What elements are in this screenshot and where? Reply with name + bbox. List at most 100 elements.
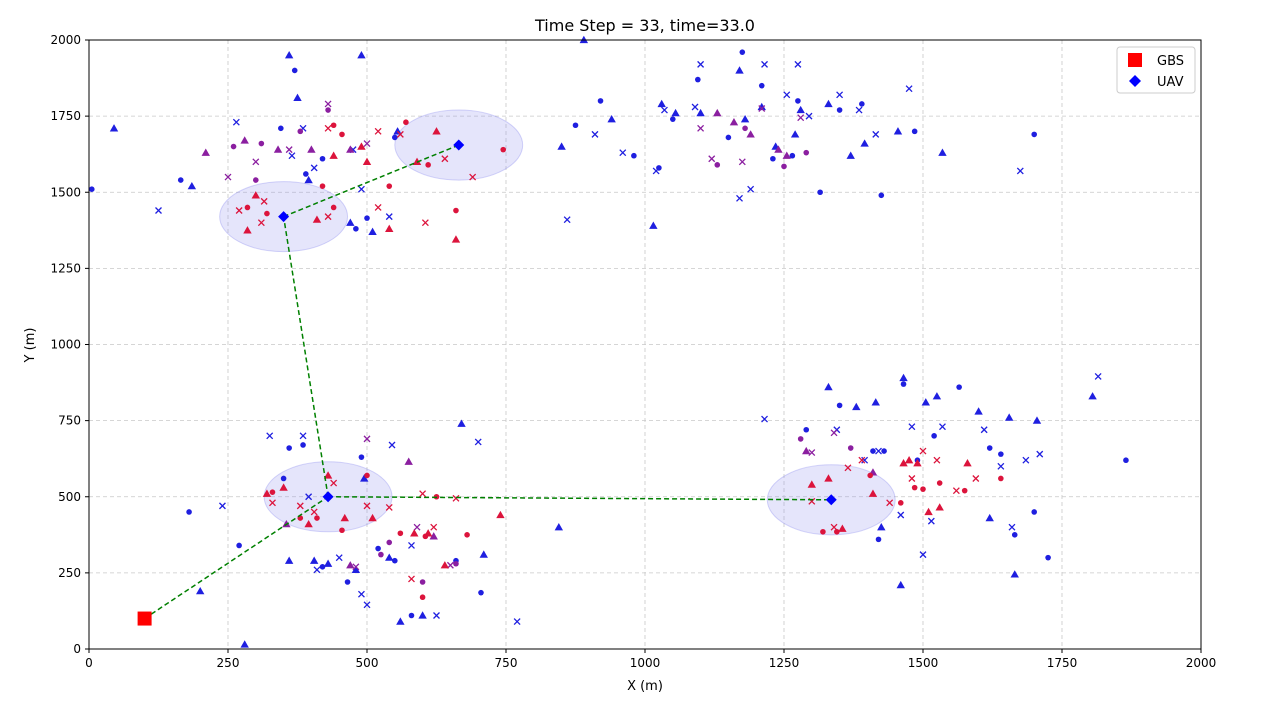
user-marker-served — [972, 475, 980, 482]
user-marker-unserved — [474, 438, 482, 446]
user-marker-unserved — [931, 433, 937, 439]
user-marker-unserved — [1011, 532, 1018, 538]
user-marker-unserved — [1010, 570, 1019, 578]
user-marker-unserved — [291, 67, 298, 74]
user-marker-partial — [774, 145, 783, 153]
gbs-marker — [137, 611, 152, 626]
user-marker-unserved — [346, 218, 355, 226]
user-marker-unserved — [670, 116, 676, 122]
y-tick-label: 750 — [58, 414, 81, 428]
user-marker-unserved — [911, 128, 918, 135]
user-marker-partial — [253, 177, 259, 183]
user-marker-unserved — [177, 177, 184, 183]
plot-area: 0 250 500 750 1000 1250 1500 1750 2000 0 250 500 750… — [50, 33, 1216, 670]
user-marker-unserved — [735, 66, 744, 74]
user-marker-unserved — [88, 186, 95, 193]
user-marker-unserved — [855, 106, 863, 114]
user-marker-unserved — [1036, 450, 1044, 458]
user-marker-served — [397, 530, 404, 537]
user-marker-partial — [830, 429, 838, 437]
user-marker-unserved — [344, 579, 351, 585]
user-marker-served — [820, 528, 826, 535]
user-marker-served — [339, 527, 345, 534]
x-tick-label: 1750 — [1047, 656, 1078, 670]
user-marker-served — [838, 524, 847, 532]
user-marker-unserved — [319, 155, 326, 162]
user-marker-partial — [413, 523, 421, 531]
user-marker-partial — [240, 136, 249, 144]
user-marker-served — [260, 197, 268, 205]
x-tick-label: 750 — [495, 656, 518, 670]
user-marker-unserved — [478, 589, 484, 596]
user-marker-served — [834, 528, 840, 535]
user-marker-partial — [803, 149, 810, 156]
user-marker-served — [368, 513, 377, 522]
y-tick-label: 500 — [58, 490, 81, 504]
user-marker-unserved — [836, 91, 844, 99]
user-marker-served — [453, 207, 459, 214]
user-marker-served — [279, 483, 288, 491]
user-marker-unserved — [363, 601, 371, 609]
user-marker-unserved — [319, 563, 326, 570]
user-marker-unserved — [671, 108, 680, 117]
legend-gbs-marker — [1128, 53, 1142, 67]
x-tick-label: 250 — [217, 656, 240, 670]
user-marker-unserved — [740, 114, 750, 123]
backhaul-link — [328, 496, 832, 501]
y-tick-label: 1500 — [50, 185, 81, 199]
user-marker-partial — [453, 560, 459, 567]
user-marker-unserved — [418, 611, 427, 619]
user-marker-unserved — [309, 556, 319, 564]
user-marker-partial — [325, 107, 331, 113]
user-marker-served — [251, 191, 260, 199]
user-marker-unserved — [905, 85, 913, 93]
user-marker-unserved — [357, 51, 366, 59]
user-marker-unserved — [385, 553, 394, 561]
user-marker-unserved — [572, 122, 579, 129]
user-marker-served — [264, 210, 270, 217]
user-marker-partial — [230, 143, 237, 150]
user-marker-unserved — [899, 373, 908, 382]
user-marker-served — [330, 204, 337, 211]
user-marker-unserved — [803, 426, 810, 433]
user-marker-served — [412, 157, 422, 165]
x-axis-label: X (m) — [627, 679, 663, 694]
user-marker-served — [868, 489, 878, 497]
user-marker-partial — [713, 108, 722, 117]
user-marker-served — [419, 490, 427, 498]
user-marker-partial — [352, 563, 360, 571]
user-marker-unserved — [974, 407, 983, 415]
user-marker-unserved — [597, 98, 604, 104]
user-marker-served — [304, 519, 313, 528]
user-marker-served — [310, 508, 318, 516]
user-marker-partial — [446, 561, 454, 569]
user-marker-unserved — [1004, 413, 1014, 421]
user-marker-unserved — [932, 392, 942, 400]
user-marker-unserved — [278, 125, 284, 132]
user-marker-unserved — [939, 423, 946, 431]
user-marker-unserved — [304, 175, 313, 184]
user-marker-partial — [346, 561, 355, 569]
x-tick-label: 1000 — [630, 656, 661, 670]
user-marker-served — [469, 173, 477, 181]
user-marker-unserved — [859, 101, 865, 107]
x-tick-label: 1500 — [908, 656, 939, 670]
user-marker-unserved — [186, 509, 192, 515]
user-marker-partial — [797, 436, 804, 442]
user-marker-unserved — [1123, 457, 1129, 464]
user-marker-unserved — [155, 207, 162, 214]
user-marker-unserved — [563, 216, 571, 224]
user-marker-served — [807, 480, 816, 488]
user-marker-served — [269, 499, 276, 507]
user-marker-partial — [808, 449, 816, 457]
user-marker-unserved — [997, 462, 1005, 470]
user-marker-unserved — [770, 155, 776, 162]
legend-uav-marker — [1129, 75, 1141, 87]
user-marker-unserved — [232, 118, 240, 126]
user-marker-unserved — [824, 382, 833, 391]
user-marker-unserved — [358, 454, 365, 460]
user-marker-served — [496, 510, 505, 519]
user-marker-unserved — [998, 451, 1004, 457]
